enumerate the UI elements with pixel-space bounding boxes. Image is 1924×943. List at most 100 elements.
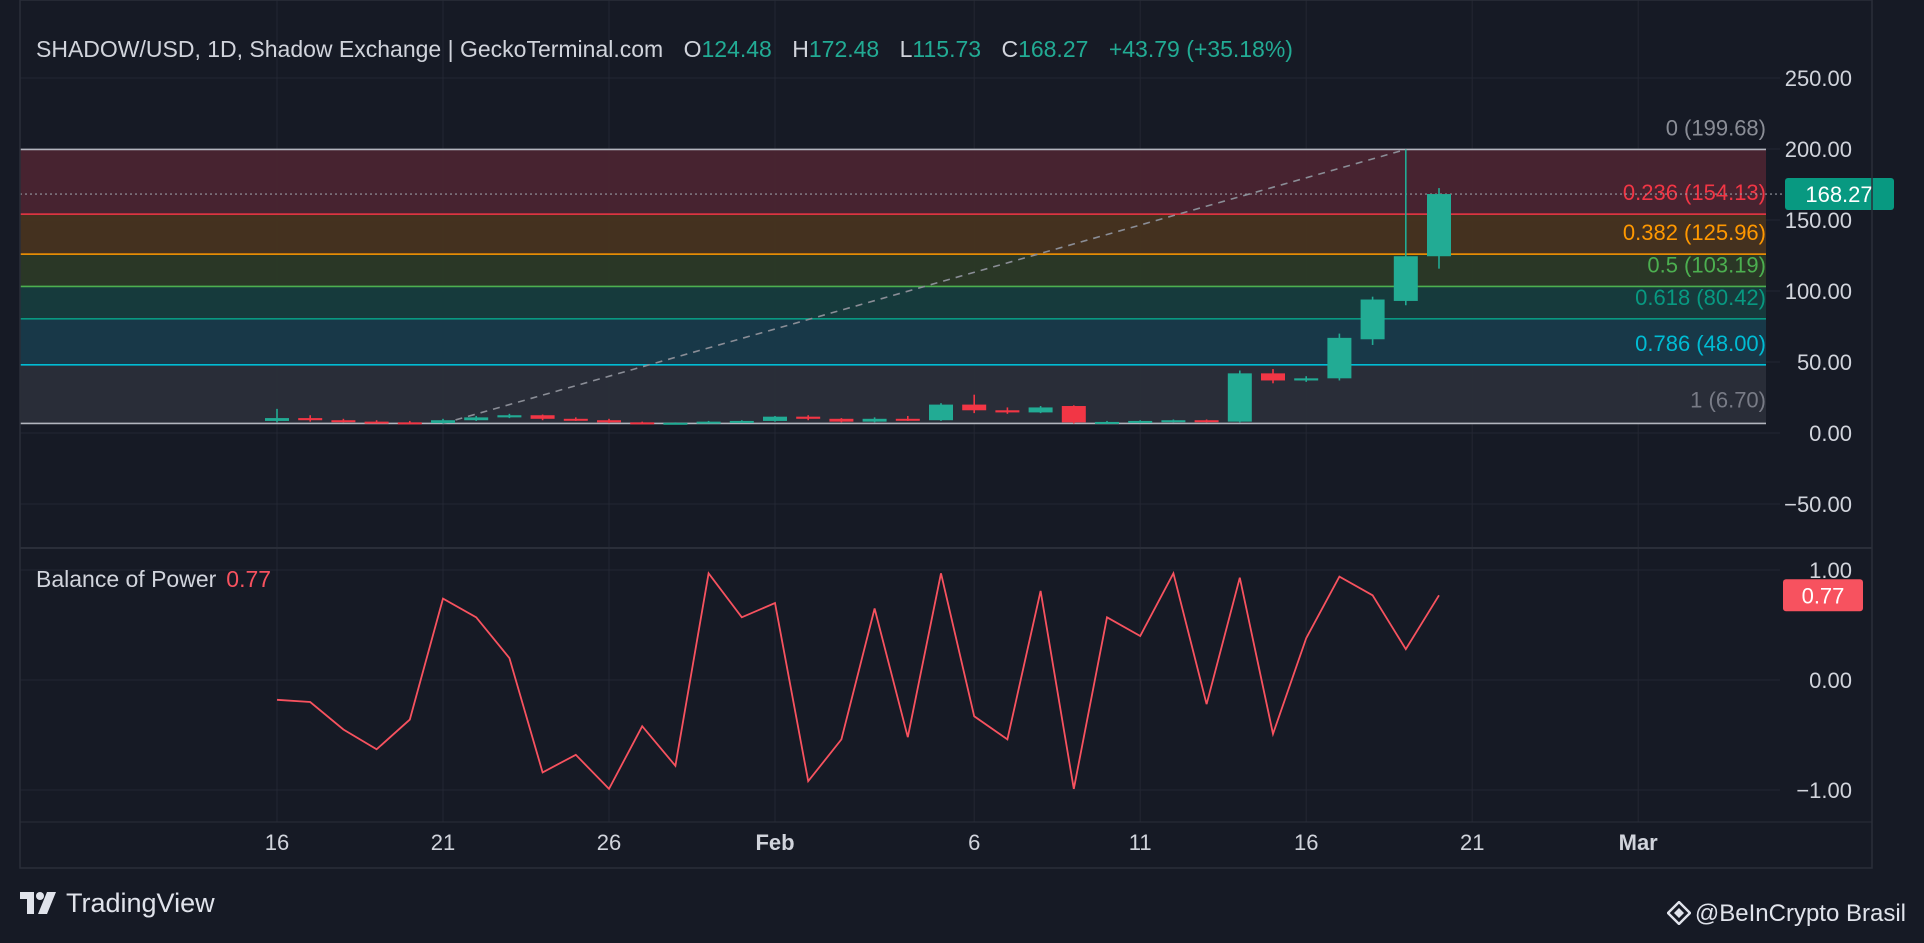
- price-tick-label: −50.00: [1784, 492, 1852, 517]
- price-tick-label: 250.00: [1785, 66, 1852, 91]
- candle-body: [1028, 407, 1053, 413]
- price-tick-label: 150.00: [1785, 208, 1852, 233]
- candle-body: [464, 417, 489, 421]
- candle-body: [331, 420, 356, 423]
- bop-tick-label: 0.00: [1809, 668, 1852, 693]
- time-tick-label: 16: [1294, 830, 1318, 855]
- candle-body: [895, 418, 920, 421]
- fib-band: [20, 254, 1766, 287]
- bop-tick-label: −1.00: [1796, 778, 1852, 803]
- candle-body: [862, 418, 887, 422]
- time-tick-label: 26: [597, 830, 621, 855]
- candle-body: [1161, 420, 1186, 423]
- time-tick-label: 6: [968, 830, 980, 855]
- open-label: O: [683, 36, 702, 62]
- price-tick-label: 200.00: [1785, 137, 1852, 162]
- candle-body: [763, 416, 787, 421]
- candle-body: [729, 420, 754, 423]
- candle-body: [696, 421, 721, 424]
- diamond-logo-icon: [1666, 900, 1692, 926]
- close-value: 168.27: [1018, 36, 1089, 62]
- low-value: 115.73: [912, 36, 982, 62]
- candle-body: [1393, 256, 1418, 301]
- candle-body: [929, 404, 953, 421]
- candle-body: [962, 404, 987, 411]
- candle-body: [1095, 421, 1119, 424]
- fib-band: [20, 149, 1766, 215]
- time-axis: 16 21 26 Feb 6 11 16 21 Mar: [265, 830, 1658, 855]
- candle-body: [597, 420, 621, 423]
- fib-label: 0.382 (125.96): [1623, 220, 1766, 245]
- time-tick-label: 21: [431, 830, 455, 855]
- fib-label: 0.236 (154.13): [1623, 180, 1766, 205]
- candle-body: [1128, 420, 1153, 423]
- candle-body: [1427, 194, 1451, 257]
- candle-body: [1227, 373, 1252, 422]
- indicator-value: 0.77: [226, 566, 272, 592]
- fib-trend-line: [442, 148, 1407, 425]
- price-tick-label: 0.00: [1809, 421, 1852, 446]
- fib-retracement: 0 (199.68) 0.236 (154.13) 0.382 (125.96) 0.…: [20, 115, 1766, 425]
- candle-body: [995, 410, 1020, 413]
- candle-body: [397, 422, 422, 425]
- bop-badge-bg: [1783, 579, 1863, 612]
- fib-label: 1 (6.70): [1690, 387, 1766, 412]
- tradingview-logo[interactable]: TradingView: [20, 888, 215, 919]
- time-tick-label: 11: [1129, 830, 1152, 855]
- symbol-legend: SHADOW/USD, 1D, Shadow Exchange | GeckoT…: [36, 36, 1293, 63]
- candle-body: [1360, 299, 1385, 340]
- fib-band: [20, 318, 1766, 365]
- candles-group: [265, 149, 1451, 425]
- candle-body: [1327, 337, 1352, 379]
- candle-body: [1294, 378, 1319, 381]
- indicator-pane-bg: [20, 548, 1872, 868]
- indicator-legend[interactable]: Balance of Power 0.77: [36, 566, 271, 593]
- time-tick-label: 16: [265, 830, 289, 855]
- symbol-title: SHADOW/USD, 1D, Shadow Exchange | GeckoT…: [36, 36, 664, 62]
- change-value: +43.79 (+35.18%): [1108, 36, 1293, 62]
- candle-body: [829, 418, 854, 422]
- candle-body: [431, 420, 455, 424]
- credit: @BeInCrypto Brasil: [1666, 900, 1906, 928]
- candle-body: [796, 416, 821, 419]
- candle-body: [1061, 406, 1086, 423]
- time-tick-label: Feb: [755, 830, 794, 855]
- price-tick-label: 100.00: [1785, 279, 1852, 304]
- time-tick-label: 21: [1460, 830, 1484, 855]
- candle-body: [563, 418, 588, 421]
- bop-badge-text: 0.77: [1802, 583, 1845, 608]
- high-value: 172.48: [808, 36, 880, 62]
- fib-band: [20, 214, 1766, 255]
- indicator-name: Balance of Power: [36, 566, 217, 592]
- fib-label: 0 (199.68): [1666, 115, 1766, 140]
- candle-body: [1194, 420, 1219, 423]
- candle-body: [265, 418, 289, 421]
- candle-body: [530, 415, 555, 419]
- open-value: 124.48: [701, 36, 772, 62]
- time-tick-label: Mar: [1619, 830, 1659, 855]
- candle-body: [630, 422, 655, 425]
- chart-frame: [19, 0, 1873, 869]
- close-label: C: [1001, 36, 1019, 62]
- candle-body: [298, 418, 323, 421]
- bop-line: [276, 570, 1440, 791]
- candle-body: [497, 415, 522, 418]
- price-badge-bg: [1785, 178, 1894, 211]
- candle-body: [364, 421, 389, 424]
- fib-band: [20, 286, 1766, 319]
- candle-body: [1261, 373, 1285, 381]
- candle-body: [663, 422, 688, 425]
- bop-tick-label: 1.00: [1809, 558, 1852, 583]
- fib-label: 0.5 (103.19): [1647, 252, 1766, 277]
- tradingview-icon: [20, 892, 56, 914]
- fib-band: [20, 364, 1766, 424]
- fib-label: 0.618 (80.42): [1635, 285, 1766, 310]
- price-badge-text: 168.27: [1805, 182, 1872, 207]
- price-axis: 250.00 200.00 150.00 100.00 50.00 0.00 −50.00 1…: [1784, 66, 1852, 803]
- price-tick-label: 50.00: [1797, 350, 1852, 375]
- low-label: L: [899, 36, 913, 62]
- fib-label: 0.786 (48.00): [1635, 331, 1766, 356]
- high-label: H: [792, 36, 809, 62]
